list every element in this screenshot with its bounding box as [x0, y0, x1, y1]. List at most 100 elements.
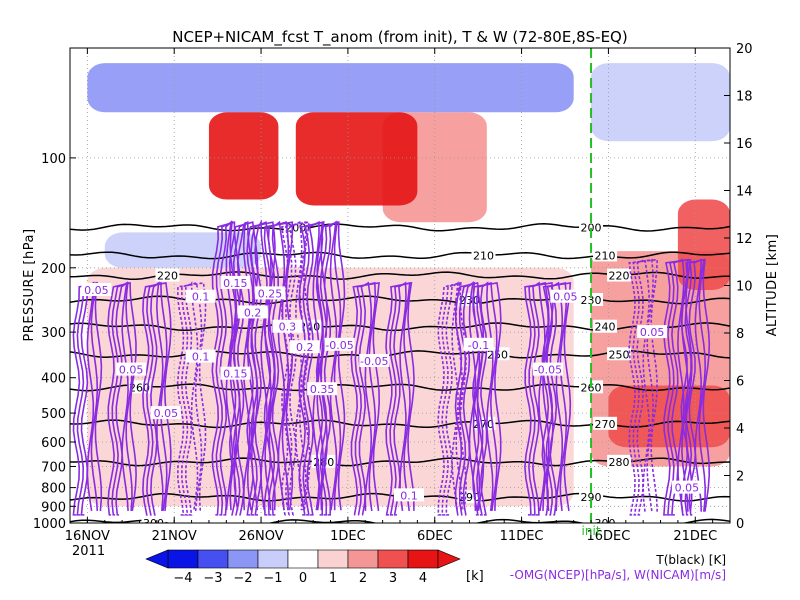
contour-label-bg [141, 516, 166, 523]
contour-label-bg [593, 319, 618, 333]
x-tick-label: 1DEC [330, 529, 366, 544]
omega-label-bg [116, 362, 147, 376]
omega-contour-label: 0.15 [223, 368, 248, 381]
temperature-contour [70, 223, 730, 232]
omega-contour [472, 281, 502, 516]
y-tick-label: 1000 [33, 517, 66, 532]
legend-temperature: T(black) [K] [655, 553, 726, 567]
omega-contour [72, 281, 103, 516]
x-year-label: 2011 [72, 544, 105, 559]
omega-contour [184, 281, 199, 516]
anomaly-region [295, 112, 418, 206]
omega-contour-label: -0.05 [325, 339, 353, 352]
omega-label-bg [220, 275, 251, 289]
temperature-contour-label: 240 [595, 321, 616, 334]
omega-contour [142, 281, 172, 516]
omega-label-bg [394, 488, 424, 502]
y2-tick-label: 14 [736, 185, 753, 200]
contour-label-bg [607, 454, 632, 468]
omega-contour [480, 281, 494, 516]
temperature-contour-label: 210 [473, 249, 494, 262]
y-tick-label: 900 [41, 500, 66, 515]
omega-contour-label: -0.05 [360, 355, 388, 368]
omega-contour-label: 0.2 [244, 306, 262, 319]
x-tick-label: 21NOV [152, 529, 197, 544]
y2-tick-label: 16 [736, 137, 753, 152]
colorbar-unit: [k] [466, 569, 484, 584]
omega-contour [350, 281, 381, 516]
omega-contour [115, 281, 129, 516]
contour-label-bg [155, 268, 180, 282]
omega-label-bg [185, 349, 216, 363]
omega-contour-label: 0.2 [296, 341, 314, 354]
colorbar-arrow-right [437, 549, 461, 569]
omega-label-bg [463, 337, 494, 351]
contour-label-bg [579, 220, 604, 234]
omega-label-bg [220, 366, 251, 380]
omega-contour [393, 281, 407, 516]
x-tick-label: 21DEC [673, 529, 717, 544]
colorbar-swatch [347, 549, 379, 569]
legend-omega: -OMG(NCEP)[hPa/s], W(NICAM)[m/s] [510, 568, 726, 582]
x-tick-label: 26NOV [238, 529, 283, 544]
colorbar-tick-label: 2 [359, 571, 367, 586]
omega-contour [271, 220, 286, 516]
x-tick-label: 6DEC [417, 529, 453, 544]
omega-contour [176, 282, 207, 516]
omega-contour [315, 221, 346, 516]
omega-contour [246, 221, 276, 516]
omega-label-bg [237, 305, 268, 319]
y2-tick-label: 4 [736, 422, 744, 437]
y2-tick-label: 2 [736, 470, 744, 485]
omega-contour [306, 220, 321, 516]
omega-label-bg [185, 289, 216, 303]
temperature-contour-label: 300 [595, 517, 616, 530]
omega-contour [688, 258, 703, 516]
omega-contour [441, 281, 463, 516]
omega-contour-label: -0.1 [468, 339, 489, 352]
colorbar-tick-label: 1 [329, 571, 337, 586]
y-tick-label: 500 [41, 407, 66, 422]
init-label: init [582, 524, 601, 538]
colorbar-swatch [227, 549, 259, 569]
colorbar-tick-label: −3 [203, 571, 222, 586]
omega-label-bg [359, 354, 390, 368]
omega-contour [250, 221, 272, 516]
temperature-contour-label: 290 [581, 491, 602, 504]
x-axis: 16NOV 21NOV 26NOV 1DEC 6DEC 11DEC 16DEC 21DEC [65, 48, 731, 544]
omega-contour [254, 219, 268, 516]
y-tick-label: 700 [41, 460, 66, 475]
colorbar-tick-label: −4 [173, 571, 192, 586]
omega-label-bg [532, 362, 563, 376]
temperature-contour [70, 251, 730, 260]
omega-contour-label: 0.05 [553, 291, 578, 304]
temperature-contour-label: 220 [157, 270, 178, 283]
contour-label-bg [579, 490, 604, 504]
omega-label-bg [550, 289, 581, 303]
contour-label-bg [471, 248, 496, 262]
colorbar-swatch [317, 549, 349, 569]
colorbar-swatch [197, 549, 229, 569]
colorbar-swatch [257, 549, 289, 569]
y-tick-label: 300 [41, 326, 66, 341]
omega-contour [319, 220, 342, 516]
y-axis-pressure: 100 200 300 400 500 600 700 800 900 1000 [33, 152, 76, 532]
omega-contour-label: -0.05 [534, 364, 562, 377]
temperature-contour-label: 220 [609, 270, 630, 283]
omega-contour-label: 0.05 [640, 326, 665, 339]
anomaly-region [591, 63, 730, 142]
colorbar-swatch [287, 549, 319, 569]
y2-tick-label: 10 [736, 280, 753, 295]
colorbar-swatch [167, 549, 199, 569]
contour-label-bg [579, 292, 604, 306]
x-tick-label: 11DEC [500, 529, 544, 544]
omega-contour [462, 281, 477, 516]
temperature-contour-label: 300 [143, 517, 164, 530]
x-tick-label: 16DEC [586, 529, 630, 544]
omega-contour [236, 221, 251, 516]
y2-tick-label: 12 [736, 232, 753, 247]
contour-label-bg [593, 516, 618, 523]
temperature-contour-label: 210 [595, 249, 616, 262]
